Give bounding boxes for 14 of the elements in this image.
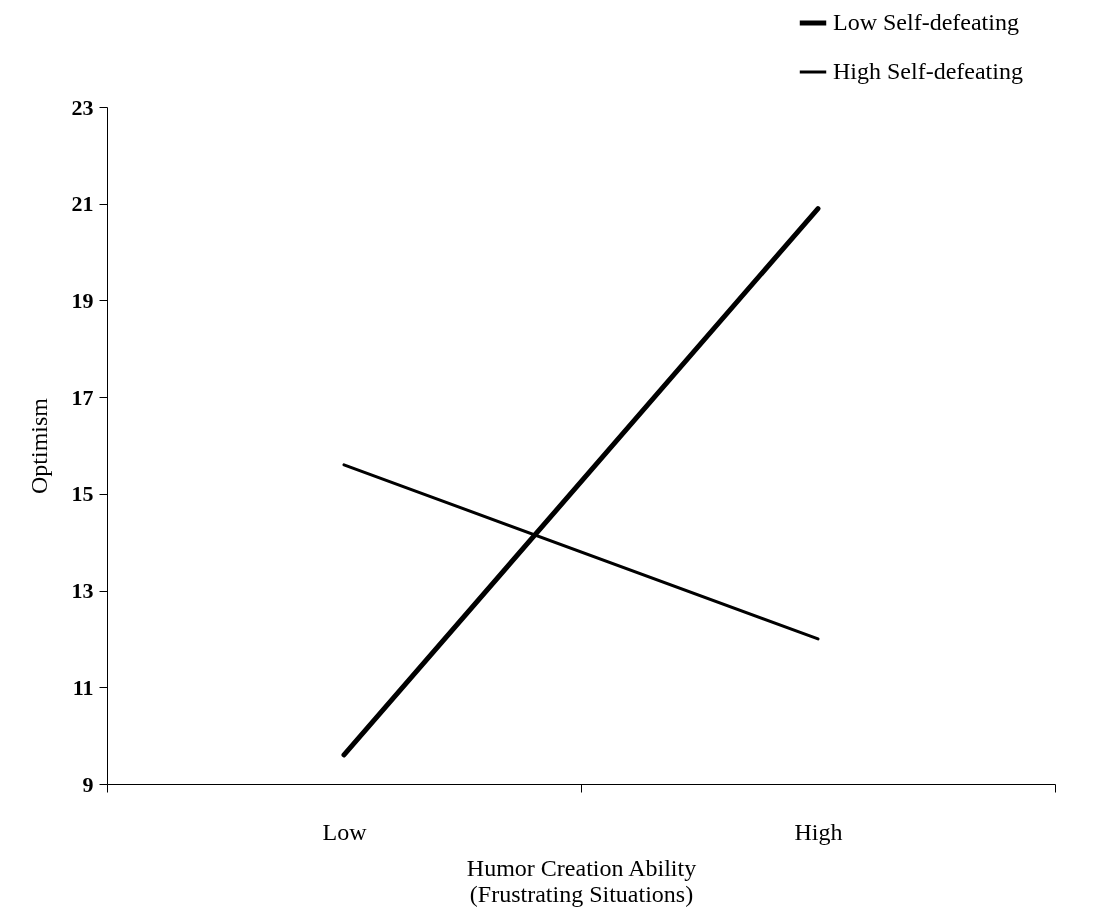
y-tick-label: 21 — [71, 191, 94, 217]
y-tick-label: 9 — [82, 771, 94, 797]
x-axis-title: Humor Creation Ability (Frustrating Situations) — [466, 854, 697, 907]
legend-label: Low Self-defeating — [833, 9, 1019, 35]
x-tick-label: High — [794, 818, 843, 845]
y-tick-label: 15 — [71, 481, 94, 507]
x-tick-label: Low — [322, 818, 368, 845]
y-tick-label: 17 — [71, 384, 94, 410]
y-tick-label: 19 — [71, 287, 94, 313]
y-tick-label: 23 — [71, 94, 94, 120]
y-axis-title: Optimism — [25, 397, 52, 495]
y-tick-label: 11 — [72, 674, 94, 700]
y-tick-label: 13 — [71, 578, 94, 604]
legend-label: High Self-defeating — [833, 58, 1023, 84]
